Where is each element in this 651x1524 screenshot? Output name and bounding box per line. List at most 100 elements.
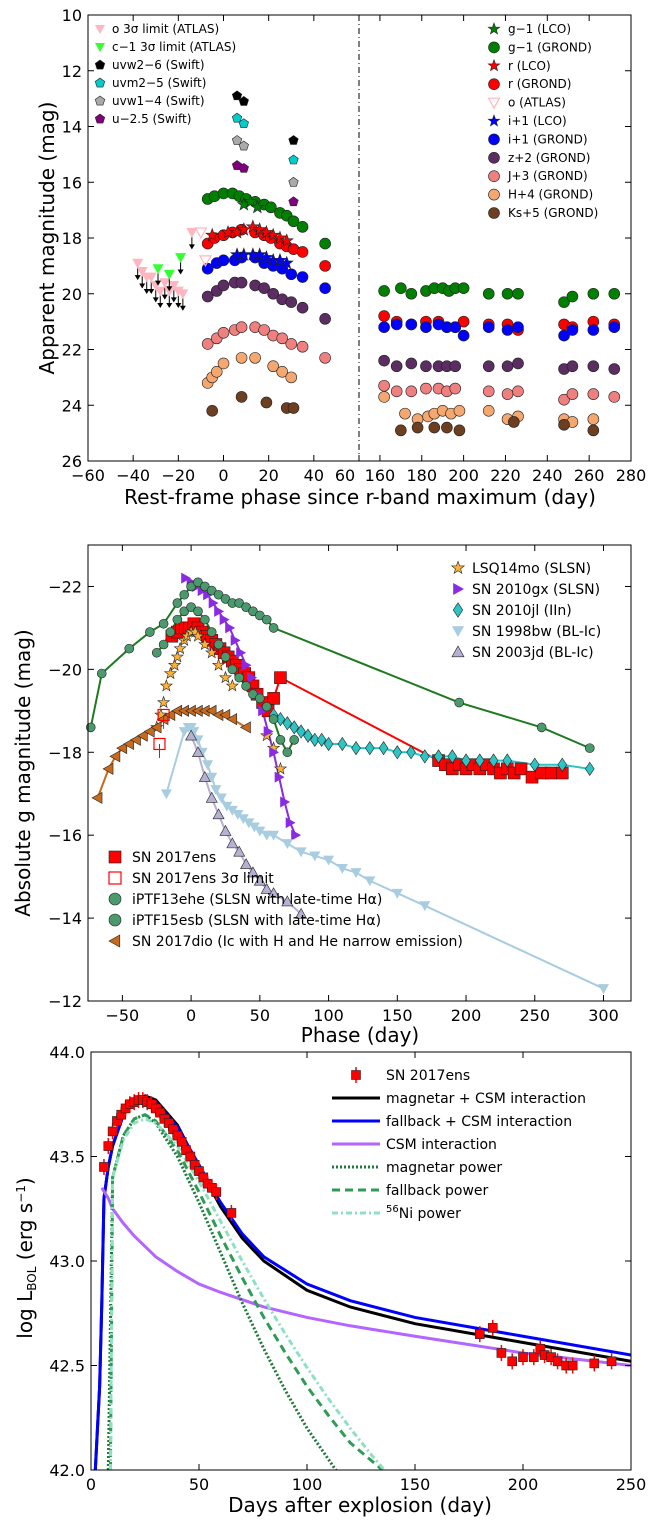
p1-point-ks-5-grond <box>587 424 600 437</box>
p1-point-ks-5-grond <box>395 424 407 437</box>
p1-point-i-1-grond <box>420 321 432 334</box>
p2-point-lsq14mo-slsn <box>191 629 205 642</box>
p2-point-iptf15esb-slsn-with-late-time-h <box>213 639 224 650</box>
panel-absolute-magnitude: −50 0 50 100 150 200 250 300−22−20−18−16−14−12 … <box>11 544 632 1047</box>
p3-y-axis-label: log LBOL (erg s−1) <box>13 1177 39 1338</box>
p2-point-sn-1998bw-bl-ic <box>226 805 238 816</box>
p2-legend-marker-sn-2010gx-slsn <box>453 583 464 595</box>
p1-legend-label: g−1 (LCO) <box>508 22 571 36</box>
p1-legend-marker-g-1-lco <box>487 22 501 35</box>
p2-legend-marker-sn-1998bw-bl-ic <box>452 626 464 637</box>
p1-point-uvw1-4-swift <box>238 140 249 151</box>
p1-point-u-2-5-swift <box>238 162 249 173</box>
p1-point-i-1-lco <box>259 250 274 264</box>
p1-legend-label: uvm2−5 (Swift) <box>112 76 206 90</box>
p2-y-axis-label: Absolute g magnitude (mag) <box>11 629 35 916</box>
p2-point-sn-2017dio-ic-with-h-and-he-narrow-emission <box>91 791 103 804</box>
p1-point-g-1-grond <box>512 287 524 300</box>
p1-point-o-3-limit-atlas <box>136 267 148 277</box>
p3-point-sn-2017ens <box>496 1348 507 1358</box>
p1-point-h-4-grond <box>235 352 248 364</box>
p2-point-sn-2010jl-iin <box>378 740 389 756</box>
p2-y-tick-label: −20 <box>48 660 82 679</box>
p2-point-sn-2010gx-slsn <box>247 672 258 684</box>
p2-point-sn-2010jl-iin <box>406 745 416 760</box>
p1-point-g-1-grond <box>287 215 300 228</box>
p1-limit-arrowhead <box>148 289 155 295</box>
p2-legend-label: iPTF13ehe (SLSN with late-time Hα) <box>132 892 382 908</box>
p1-point-g-1-grond <box>395 282 407 294</box>
p1-point-j-3-grond <box>405 385 418 398</box>
p2-point-sn-2010jl-iin <box>316 732 327 747</box>
p1-x-tick-label: 0 <box>218 466 228 485</box>
p2-point-sn-1998bw-bl-ic <box>295 847 307 858</box>
p1-point-o-atlas <box>194 227 208 240</box>
p2-point-sn-2017ens-3-limit <box>157 708 170 722</box>
p2-point-lsq14mo-slsn <box>218 670 233 684</box>
p1-point-j-3-grond <box>566 388 579 400</box>
p3-legend-label: fallback + CSM interaction <box>386 1114 572 1130</box>
p2-point-sn-2010jl-iin <box>475 753 485 768</box>
p1-point-z-2-grond <box>378 354 390 367</box>
p3-curve-56ni-power <box>108 1117 387 1470</box>
p1-point-ks-5-grond <box>508 416 520 428</box>
p1-legend-label: r (GROND) <box>508 77 571 91</box>
p2-point-sn-2003jd-bl-ic <box>295 907 308 919</box>
p2-point-iptf15esb-slsn-with-late-time-h <box>261 701 272 712</box>
p2-point-sn-2003jd-bl-ic <box>240 858 253 869</box>
p1-point-r-lco <box>252 222 267 236</box>
p1-point-j-3-grond <box>319 352 331 364</box>
p3-legend-marker-sn-2017ens <box>351 1070 361 1080</box>
p2-point-iptf13ehe-slsn-with-late-time-h <box>536 722 547 733</box>
p2-point-lsq14mo-slsn <box>170 649 184 663</box>
p1-legend-label: o 3σ limit (ATLAS) <box>112 22 219 36</box>
p1-point-uvm2-5-swift <box>238 118 249 129</box>
p2-x-axis-label: Phase (day) <box>301 1023 419 1047</box>
p2-y-tick-label: −12 <box>48 992 82 1011</box>
p1-point-i-1-grond <box>217 254 230 267</box>
p1-legend-label: J+3 (GROND) <box>507 169 588 183</box>
p1-series-ks-5-grond <box>206 391 600 437</box>
p1-point-j-3-grond <box>378 379 390 392</box>
p2-point-sn-2017dio-ic-with-h-and-he-narrow-emission <box>157 713 169 726</box>
p2-point-sn-2017dio-ic-with-h-and-he-narrow-emission <box>205 704 217 717</box>
p2-point-sn-2010jl-iin <box>303 728 313 743</box>
p1-point-uvm2-5-swift <box>288 154 299 165</box>
p1-point-r-grond <box>457 315 470 328</box>
p1-x-tick-label: 280 <box>616 466 647 485</box>
p1-point-u-2-5-swift <box>288 196 299 207</box>
p1-x-tick-label: 200 <box>448 466 479 485</box>
p2-plot-frame <box>87 544 632 1002</box>
p2-point-sn-2003jd-bl-ic <box>185 729 198 741</box>
p1-point-r-lco <box>245 219 260 233</box>
p1-point-ks-5-grond <box>411 421 424 434</box>
p1-point-j-3-grond <box>276 332 289 345</box>
p1-y-tick-label: 18 <box>62 229 82 248</box>
p1-point-i-1-grond <box>512 321 524 334</box>
p1-point-i-1-grond <box>558 329 570 342</box>
p2-point-iptf15esb-slsn-with-late-time-h <box>206 627 217 637</box>
p3-point-sn-2017ens <box>226 1208 237 1218</box>
p1-y-tick-label: 12 <box>62 62 82 81</box>
p2-legend-label: SN 2017ens 3σ limit <box>132 871 274 887</box>
p1-point-z-2-grond <box>566 360 579 373</box>
p2-point-sn-2010jl-iin <box>584 761 595 776</box>
p2-point-iptf13ehe-slsn-with-late-time-h <box>96 668 107 679</box>
p2-point-sn-2017ens-3-limit <box>153 737 166 751</box>
p1-point-r-lco <box>279 233 294 247</box>
p3-point-sn-2017ens <box>528 1352 539 1362</box>
p2-point-iptf15esb-slsn-with-late-time-h <box>289 735 300 745</box>
p2-point-sn-1998bw-bl-ic <box>215 793 227 804</box>
p2-point-sn-2010jl-iin <box>447 749 458 764</box>
p2-x-tick-label: 150 <box>382 1006 413 1025</box>
p2-point-sn-2010jl-iin <box>488 753 499 768</box>
p1-point-o-3-limit-atlas <box>159 278 171 289</box>
p2-point-iptf15esb-slsn-with-late-time-h <box>268 714 279 724</box>
p1-series-uvm2-5-swift <box>231 112 299 165</box>
p1-point-z-2-grond <box>420 360 432 373</box>
p2-x-tick-label: 0 <box>186 1006 196 1025</box>
p1-x-tick-label: 240 <box>532 466 563 485</box>
p2-point-sn-1998bw-bl-ic <box>248 822 260 833</box>
p1-point-r-grond <box>378 310 390 322</box>
